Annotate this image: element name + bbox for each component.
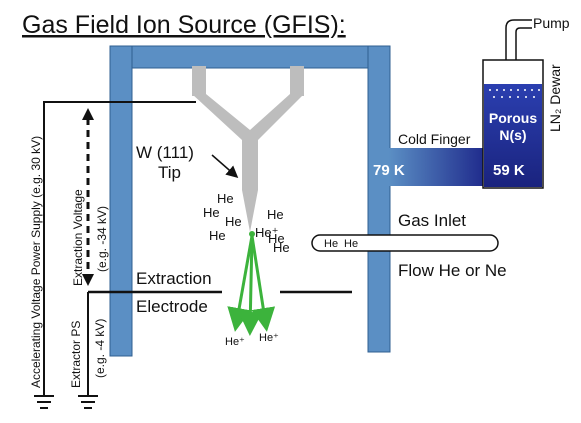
vacuum-chamber xyxy=(109,45,391,357)
gas-inlet-label: Gas Inlet xyxy=(398,211,466,230)
dewar-bubbles xyxy=(489,89,540,98)
cold-finger xyxy=(389,148,485,186)
porous-label-1: Porous xyxy=(489,110,537,126)
power-wiring xyxy=(34,101,196,409)
ln2-dewar xyxy=(482,19,544,189)
extractor-ps-label-1: Extractor PS xyxy=(69,321,83,388)
diagram-title: Gas Field Ion Source (GFIS): xyxy=(22,11,346,39)
inlet-he-atom: He xyxy=(324,238,338,250)
he-ion-left: He⁺ xyxy=(225,336,245,348)
temp-59k: 59 K xyxy=(493,162,525,179)
tip-label-1: W (111) xyxy=(136,143,194,162)
cold-finger-label: Cold Finger xyxy=(398,131,471,147)
helium-atoms: He He He He He He He xyxy=(203,191,290,255)
extraction-voltage-arrow xyxy=(82,108,94,286)
tip-label-2: Tip xyxy=(158,163,181,182)
he-atom: He xyxy=(217,191,234,206)
ionization-point xyxy=(249,231,255,237)
tip-pointer-arrow xyxy=(211,154,239,178)
extraction-voltage-label-1: Extraction Voltage xyxy=(71,189,85,286)
tungsten-tip xyxy=(192,66,304,232)
porous-label-2: N(s) xyxy=(499,127,526,143)
extraction-label-2: Electrode xyxy=(136,297,208,316)
extraction-voltage-label-2: (e.g. -34 kV) xyxy=(95,206,109,272)
ion-beam xyxy=(227,235,276,336)
gas-inlet-tube xyxy=(311,234,499,252)
accel-supply-label: Accelerating Voltage Power Supply (e.g. … xyxy=(29,136,43,388)
he-ion-at-tip: He⁺ xyxy=(255,225,278,240)
he-atom: He xyxy=(225,214,242,229)
pump-label: Pump xyxy=(533,15,570,31)
he-atom: He xyxy=(273,240,290,255)
he-ion-right: He⁺ xyxy=(259,332,279,344)
dewar-label: LN₂ Dewar xyxy=(547,64,563,132)
extractor-ps-label-2: (e.g. -4 kV) xyxy=(93,319,107,378)
extraction-label-1: Extraction xyxy=(136,269,212,288)
flow-label: Flow He or Ne xyxy=(398,261,507,280)
he-atom: He xyxy=(268,231,285,246)
he-atom: He xyxy=(209,228,226,243)
temp-79k: 79 K xyxy=(373,162,405,179)
inlet-he-atom: He xyxy=(344,238,358,250)
he-atom: He xyxy=(267,207,284,222)
he-atom: He xyxy=(203,205,220,220)
